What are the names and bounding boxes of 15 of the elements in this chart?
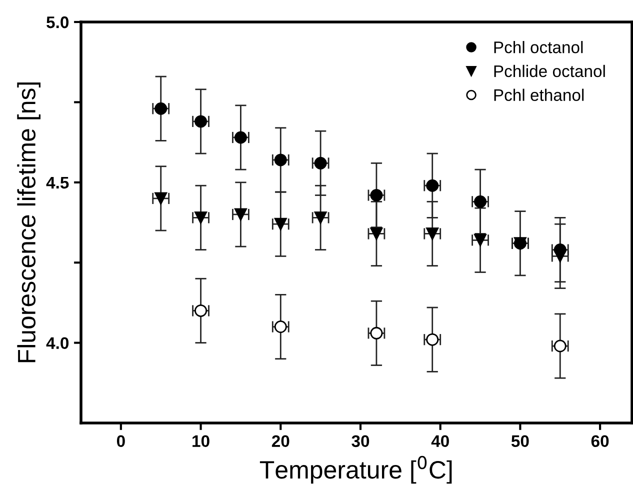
x-axis-title: Temperature [$^{0}$C]	[260, 456, 452, 484]
x-tick-label: 50	[511, 435, 529, 448]
legend-label: Pchl octanol	[494, 41, 583, 54]
x-tick-label: 20	[272, 435, 290, 448]
legend-label: Pchl ethanol	[494, 88, 584, 101]
y-tick-label: 5.0	[46, 16, 69, 28]
x-tick-label: 40	[431, 435, 449, 448]
x-tick-label: 0	[116, 435, 125, 448]
x-tick-label: 60	[591, 435, 609, 448]
x-tick-label: 30	[352, 435, 370, 448]
y-tick-label: 4.5	[46, 176, 69, 189]
y-tick-label: 4.0	[46, 337, 69, 350]
y-axis-title: Fluorescence lifetime [ns]	[17, 82, 40, 362]
x-tick-label: 10	[192, 435, 210, 448]
legend-label: Pchlide octanol	[494, 64, 605, 78]
